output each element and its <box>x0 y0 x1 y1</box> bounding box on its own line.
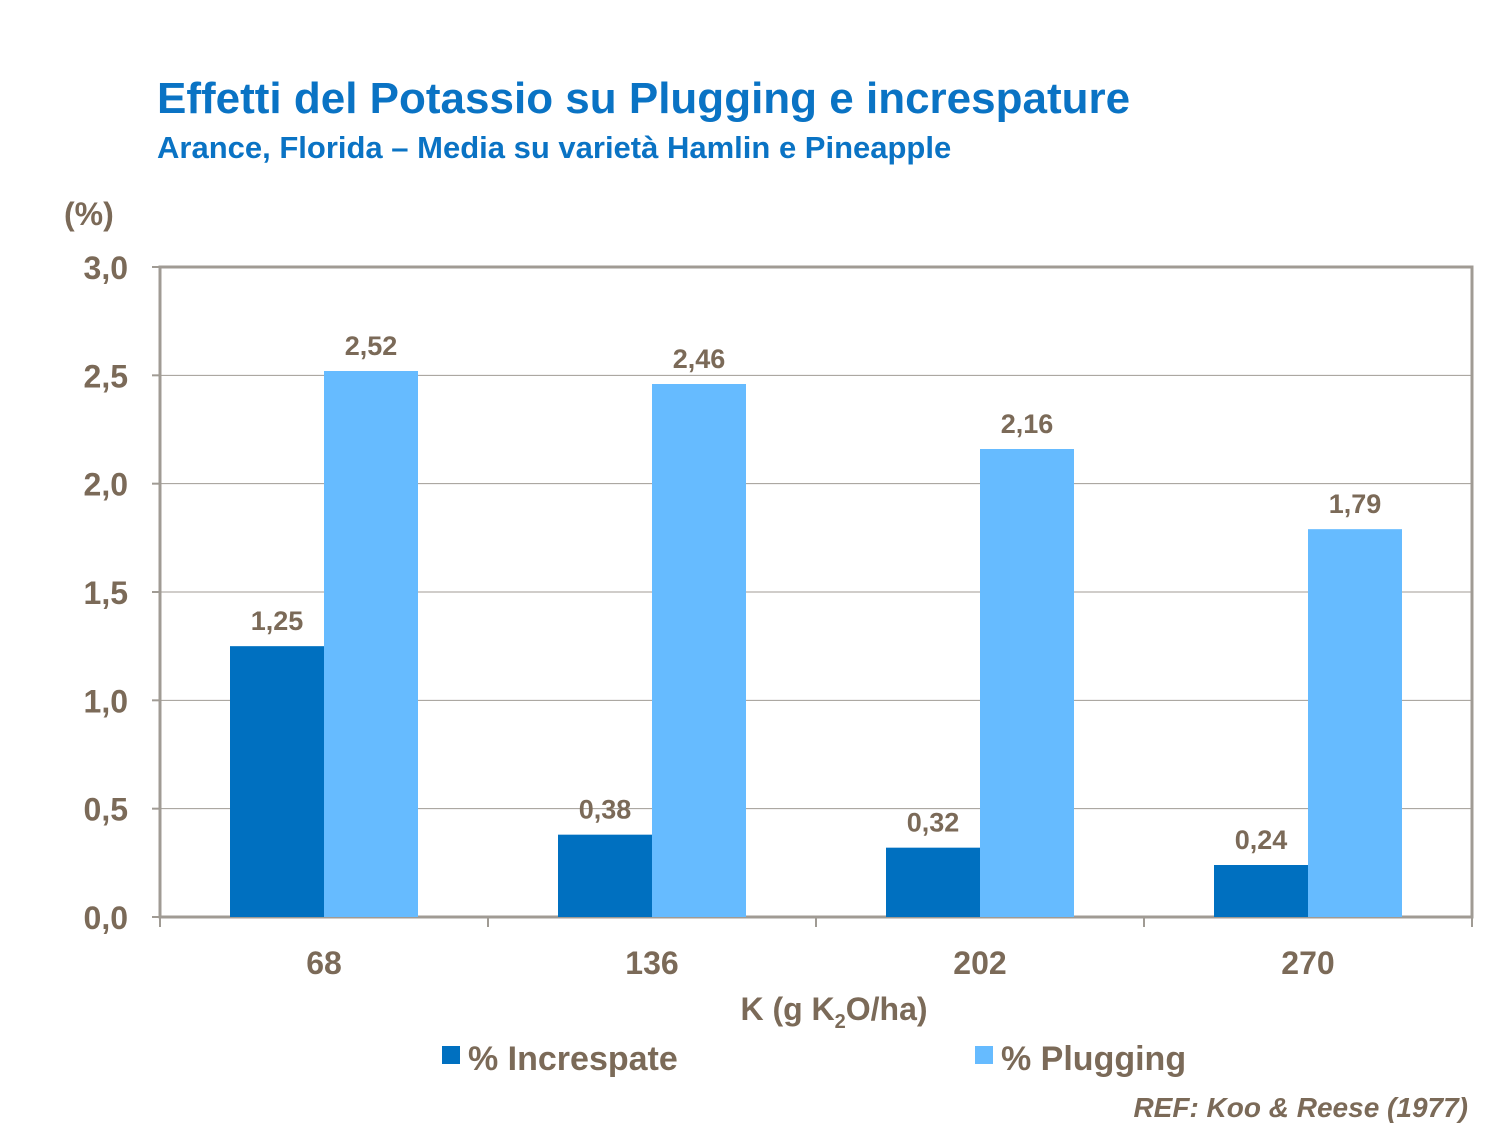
bar-plugging <box>1308 529 1402 917</box>
x-axis-title-subscript: 2 <box>835 1011 846 1033</box>
y-axis-unit-label: (%) <box>64 196 114 232</box>
data-label: 1,25 <box>251 606 304 636</box>
y-tick-label: 0,5 <box>84 792 128 828</box>
legend-swatch-plugging <box>975 1046 993 1064</box>
data-label: 0,24 <box>1235 825 1288 855</box>
y-tick-label: 1,5 <box>84 575 128 611</box>
bar-increspate <box>230 646 324 917</box>
legend-label: % Plugging <box>1001 1040 1186 1078</box>
x-tick-label: 270 <box>1281 945 1334 981</box>
x-axis-title-tail: O/ha) <box>846 991 928 1027</box>
data-label: 2,52 <box>345 331 398 361</box>
bar-increspate <box>1214 865 1308 917</box>
data-label: 1,79 <box>1329 489 1382 519</box>
chart-title: Effetti del Potassio su Plugging e incre… <box>157 74 1131 123</box>
x-axis-title-main: K (g K <box>740 991 834 1027</box>
y-tick-label: 0,0 <box>84 900 128 936</box>
data-label: 2,16 <box>1001 409 1054 439</box>
data-label: 2,46 <box>673 344 726 374</box>
legend-swatch-increspate <box>442 1046 460 1064</box>
y-tick-label: 2,0 <box>84 467 128 503</box>
x-axis-title: K (g K2O/ha) <box>740 991 927 1033</box>
x-tick-label: 68 <box>306 945 342 981</box>
chart-subtitle: Arance, Florida – Media su varietà Hamli… <box>157 130 952 165</box>
bar-plugging <box>324 371 418 917</box>
bar-increspate <box>558 834 652 917</box>
y-tick-label: 2,5 <box>84 358 128 394</box>
y-tick-label: 1,0 <box>84 683 128 719</box>
bar-increspate <box>886 847 980 917</box>
legend-label: % Increspate <box>468 1040 678 1078</box>
data-label: 0,38 <box>579 795 632 825</box>
x-tick-label: 202 <box>953 945 1006 981</box>
bar-plugging <box>652 384 746 917</box>
y-tick-label: 3,0 <box>84 250 128 286</box>
x-tick-label: 136 <box>625 945 678 981</box>
reference-citation: REF: Koo & Reese (1977) <box>1133 1092 1468 1123</box>
data-label: 0,32 <box>907 808 960 838</box>
bar-plugging <box>980 449 1074 917</box>
